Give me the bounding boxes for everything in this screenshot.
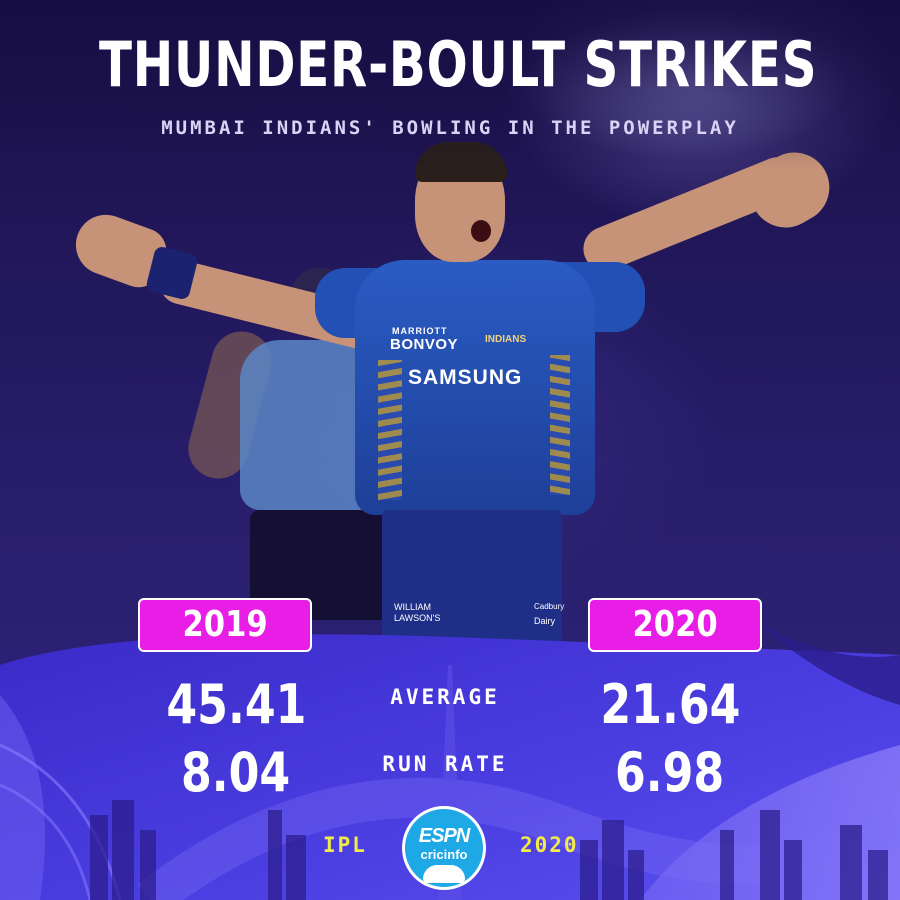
city-skyline (90, 800, 888, 900)
panel-artwork (0, 625, 900, 900)
logo-espn-text: ESPN (418, 825, 470, 847)
logo-cricinfo-text: cricinfo (420, 847, 468, 862)
player-trousers (382, 510, 562, 645)
footer-year-label: 2020 (520, 833, 579, 857)
sponsor-marriott: MARRIOTT (392, 326, 448, 336)
cricket-ball-icon (423, 865, 465, 883)
year-2019-label: 2019 (182, 604, 268, 645)
sponsor-samsung: SAMSUNG (408, 366, 523, 389)
year-2020-label: 2020 (632, 604, 718, 645)
average-2020-value: 21.64 (560, 675, 780, 735)
jersey-gold-trim-left (378, 360, 402, 500)
average-2020-text: 21.64 (599, 673, 741, 736)
stats-panel (0, 625, 900, 900)
title-backdrop (0, 0, 900, 170)
sponsor-lawson-line2: LAWSON'S (394, 613, 441, 623)
run-rate-2019-text: 8.04 (181, 741, 291, 804)
wave-left-stripes (0, 743, 122, 900)
sponsor-cadbury: Cadbury (534, 602, 565, 611)
wave-left-stripes-2 (0, 783, 92, 900)
average-label: AVERAGE (390, 685, 500, 709)
player-mouth (471, 220, 491, 242)
average-2019-text: 45.41 (165, 673, 307, 736)
year-2020-badge: 2020 (588, 598, 762, 652)
page-title: THUNDER-BOULT STRIKES (99, 28, 818, 101)
run-rate-label: RUN RATE (382, 752, 508, 776)
footer-ipl-label: IPL (323, 833, 367, 857)
team-badge: INDIANS (485, 334, 527, 345)
average-2019-value: 45.41 (126, 675, 346, 735)
espncricinfo-logo: ESPN cricinfo (402, 806, 486, 890)
sponsor-bonvoy: BONVOY (390, 336, 459, 353)
run-rate-2020-value: 6.98 (560, 743, 780, 803)
wave-right-top (760, 625, 900, 705)
sponsor-lawson-line1: WILLIAM (394, 602, 432, 612)
run-rate-2020-text: 6.98 (615, 741, 725, 804)
page-subtitle: MUMBAI INDIANS' BOWLING IN THE POWERPLAY (161, 117, 739, 139)
jersey-gold-trim-right (550, 355, 570, 495)
sponsor-dairy: Dairy (534, 616, 556, 626)
run-rate-2019-value: 8.04 (126, 743, 346, 803)
year-2019-badge: 2019 (138, 598, 312, 652)
bowler-figure: MARRIOTT BONVOY INDIANS SAMSUNG WILLIAM … (60, 139, 850, 645)
